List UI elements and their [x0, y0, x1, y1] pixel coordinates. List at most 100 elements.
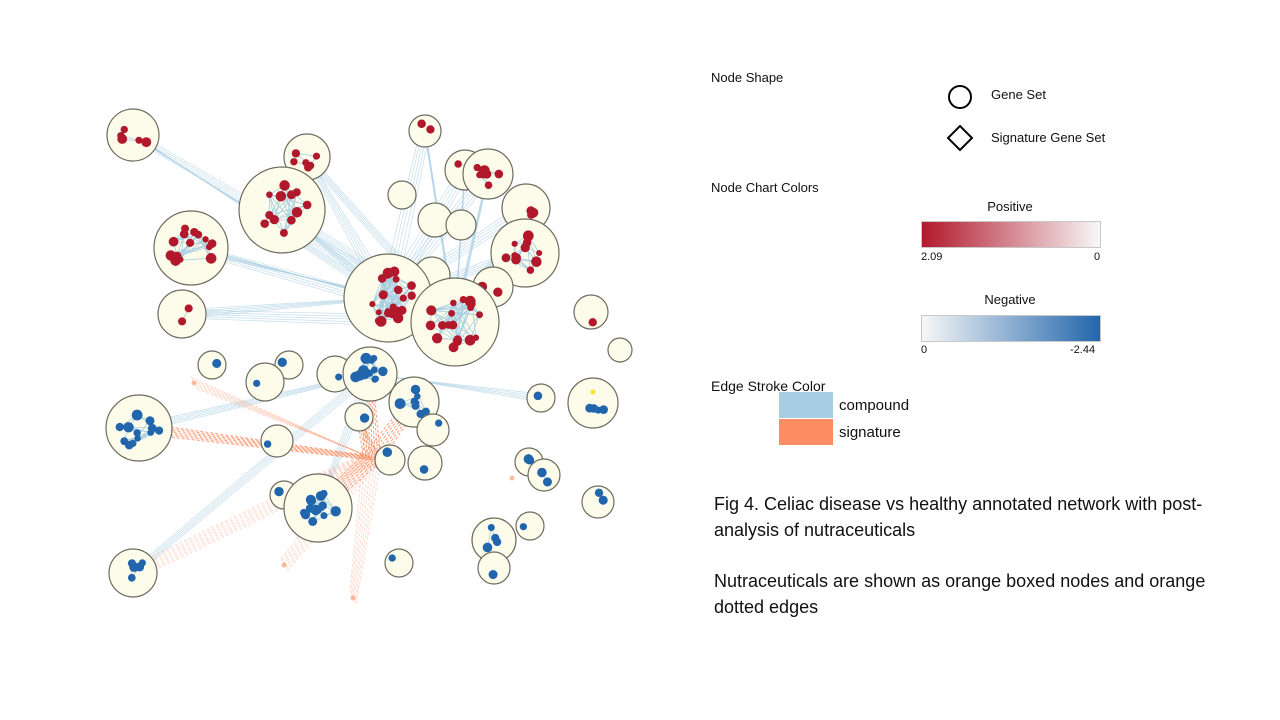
positive-gene-set-node: [459, 295, 467, 304]
gene-set-cluster: [260, 424, 294, 458]
positive-scale-max-label: 0: [1094, 251, 1101, 263]
cluster-boundary: [581, 485, 615, 519]
negative-gene-set-node: [542, 477, 552, 487]
gene-set-cluster: [106, 108, 160, 162]
compound-edge: [132, 373, 377, 578]
positive-gene-set-node: [426, 305, 437, 316]
positive-gene-set-node: [520, 242, 530, 253]
negative-gene-set-node: [127, 573, 136, 582]
nutraceutical-node: [350, 595, 356, 601]
negative-gene-set-node: [145, 416, 155, 426]
negative-gene-set-node: [360, 352, 372, 364]
intra-cluster-edge: [452, 299, 464, 326]
gene-set-cluster: [477, 551, 511, 585]
signature-edge-label: signature: [839, 424, 901, 441]
positive-gene-set-node: [511, 254, 521, 265]
negative-gene-set-node: [147, 429, 155, 436]
positive-gene-set-node: [431, 333, 443, 344]
cluster-boundary: [407, 445, 443, 481]
negative-gene-set-node: [120, 437, 129, 446]
gene-set-cluster: [573, 294, 609, 330]
cluster-boundary: [108, 548, 158, 598]
gene-set-cluster: [515, 511, 545, 541]
signature-edge: [195, 386, 379, 461]
negative-gene-set-node: [155, 426, 164, 435]
negative-scale-title: Negative: [984, 292, 1036, 307]
negative-gene-set-node: [308, 517, 318, 526]
positive-gene-set-node: [407, 291, 416, 300]
positive-gene-set-node: [185, 238, 195, 247]
signature-edge: [350, 455, 367, 595]
gene-set-cluster: [238, 166, 326, 254]
negative-gene-set-node: [212, 358, 222, 368]
signature-edge: [196, 388, 382, 462]
gene-set-cluster: [343, 253, 433, 343]
node-shape-heading: Node Shape: [711, 70, 784, 85]
negative-gene-set-node: [253, 379, 261, 387]
positive-gene-set-node: [484, 181, 493, 190]
positive-gene-set-node: [493, 287, 503, 297]
gene-set-cluster: [410, 277, 500, 367]
cluster-boundary: [384, 548, 414, 578]
negative-gene-set-node: [435, 419, 443, 427]
cluster-boundary: [445, 209, 477, 241]
positive-gene-set-node: [452, 336, 462, 346]
positive-gene-set-node: [304, 163, 313, 172]
gene-set-cluster: [245, 362, 285, 402]
signature-edge: [135, 421, 364, 456]
negative-gene-set-node: [382, 447, 393, 458]
signature-edge: [129, 454, 364, 568]
gene-set-cluster: [388, 376, 440, 428]
positive-gene-set-node: [117, 134, 128, 144]
positive-gene-set-node: [275, 191, 287, 202]
positive-gene-set-node: [464, 334, 476, 346]
negative-scale-min-label: 0: [921, 344, 928, 356]
gene-set-cluster: [384, 548, 414, 578]
positive-gene-set-node: [205, 243, 213, 251]
negative-gene-set-node: [416, 409, 425, 419]
positive-gene-set-node: [448, 309, 455, 317]
positive-gene-set-node: [426, 125, 435, 134]
gene-set-cluster: [274, 350, 304, 380]
cluster-boundary: [260, 424, 294, 458]
gene-set-cluster: [581, 485, 615, 519]
negative-gene-set-node: [533, 391, 543, 401]
intra-cluster-edge: [371, 278, 383, 305]
node-chart-colors-heading: Node Chart Colors: [711, 180, 819, 195]
signature-edge: [136, 423, 367, 457]
negative-gene-set-node: [318, 501, 327, 510]
positive-gene-set-node: [375, 309, 382, 316]
signature-edge: [282, 456, 370, 564]
figure-caption-note: Nutraceuticals are shown as orange boxed…: [714, 571, 1206, 617]
positive-gene-set-node: [393, 285, 403, 295]
gene-set-cluster: [374, 444, 406, 476]
positive-gene-set-node: [479, 165, 490, 177]
negative-gene-set-node: [482, 542, 493, 553]
positive-gene-set-node: [407, 281, 416, 290]
positive-gene-set-node: [266, 191, 273, 198]
gene-set-cluster: [283, 473, 353, 543]
positive-gene-set-node: [205, 253, 217, 264]
cluster-boundary: [197, 350, 227, 380]
positive-gene-set-node: [473, 163, 481, 172]
positive-gene-set-node: [260, 219, 269, 228]
signature-edge: [352, 457, 373, 599]
positive-gene-set-node: [531, 256, 542, 267]
signature-edge: [192, 380, 370, 458]
gene-set-cluster: [471, 517, 517, 563]
cluster-boundary: [416, 413, 450, 447]
gene-set-cluster: [197, 350, 227, 380]
negative-gene-set-node: [134, 435, 141, 442]
gene-set-cluster: [408, 114, 442, 148]
signature-edge: [191, 378, 367, 457]
negative-gene-set-node: [370, 354, 378, 362]
cluster-boundary: [490, 218, 560, 288]
positive-gene-set-node: [279, 228, 288, 237]
positive-gene-set-node: [588, 318, 597, 327]
positive-gene-set-node: [522, 230, 534, 242]
signature-edge: [141, 433, 382, 462]
compound-edge: [132, 373, 374, 576]
signature-edge: [353, 458, 376, 601]
negative-gene-set-node: [378, 366, 388, 377]
gene-set-cluster: [526, 383, 556, 413]
